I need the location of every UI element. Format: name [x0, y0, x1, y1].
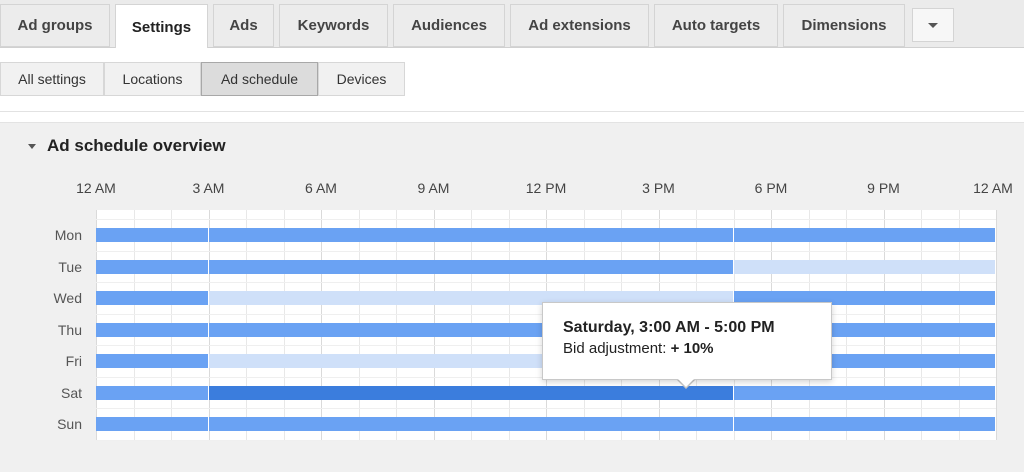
tab-dimensions[interactable]: Dimensions [783, 4, 905, 47]
hour-label: 3 PM [642, 180, 675, 196]
schedule-bar-normal[interactable] [96, 259, 209, 274]
schedule-bar-normal[interactable] [96, 354, 209, 368]
grid-hour-line [996, 210, 997, 440]
subtab-all-settings[interactable]: All settings [0, 62, 104, 96]
schedule-bar-normal[interactable] [96, 385, 209, 400]
tab-audiences[interactable]: Audiences [393, 4, 505, 47]
tooltip-bid-line: Bid adjustment: + 10% [563, 340, 831, 357]
schedule-bar-normal[interactable] [733, 228, 996, 242]
tooltip-bid-value: + 10% [670, 340, 714, 357]
campaign-tab-bar: Ad groups Settings Ads Keywords Audience… [0, 0, 1024, 49]
grid-row-line [96, 439, 996, 441]
subtab-locations[interactable]: Locations [104, 62, 201, 96]
schedule-bar-increased[interactable] [208, 385, 734, 400]
grid-row-line [96, 250, 996, 252]
collapse-triangle-icon [28, 143, 36, 149]
hour-label: 6 AM [305, 180, 337, 196]
tab-auto-targets[interactable]: Auto targets [654, 4, 778, 47]
grid-row-line [96, 282, 996, 284]
tooltip-pointer-fill [677, 378, 695, 387]
tab-settings[interactable]: Settings [115, 4, 208, 49]
hour-label: 9 PM [867, 180, 900, 196]
schedule-bar-normal[interactable] [96, 322, 209, 337]
settings-subtab-bar: All settings Locations Ad schedule Devic… [0, 48, 1024, 112]
tooltip-bid-label: Bid adjustment: [563, 340, 671, 357]
panel-divider [0, 112, 1024, 123]
hour-label: 3 AM [192, 180, 225, 196]
hour-label: 9 AM [417, 180, 450, 196]
tooltip-title: Saturday, 3:00 AM - 5:00 PM [563, 319, 775, 336]
grid-row-line [96, 219, 996, 221]
hour-label: 12 PM [525, 180, 567, 196]
tab-ad-groups[interactable]: Ad groups [0, 4, 110, 47]
day-label: Sat [60, 384, 82, 401]
schedule-grid [96, 210, 997, 441]
schedule-bar-normal[interactable] [208, 259, 734, 274]
schedule-bar-normal[interactable] [733, 291, 996, 305]
grid-row-line [96, 408, 996, 410]
hour-label: 12 AM [973, 180, 1013, 196]
schedule-bar-normal[interactable] [733, 417, 996, 431]
schedule-bar-reduced[interactable] [733, 259, 996, 274]
tab-keywords[interactable]: Keywords [279, 4, 388, 47]
subtab-ad-schedule[interactable]: Ad schedule [201, 62, 318, 96]
schedule-tooltip: Saturday, 3:00 AM - 5:00 PM Bid adjustme… [542, 302, 832, 380]
hour-label: 6 PM [754, 180, 788, 196]
schedule-bar-normal[interactable] [733, 385, 996, 400]
tab-ad-extensions[interactable]: Ad extensions [510, 4, 649, 47]
day-label: Tue [58, 258, 82, 275]
schedule-bar-reduced[interactable] [208, 291, 734, 305]
chevron-down-icon [928, 22, 938, 28]
more-tabs-button[interactable] [912, 8, 954, 42]
schedule-bar-normal[interactable] [208, 228, 734, 242]
schedule-bar-normal[interactable] [96, 228, 209, 242]
overview-toggle[interactable]: Ad schedule overview [28, 136, 226, 156]
overview-title: Ad schedule overview [47, 136, 226, 155]
day-label: Mon [54, 227, 82, 243]
tab-ads[interactable]: Ads [213, 4, 274, 47]
day-label: Thu [57, 321, 82, 338]
schedule-bar-normal[interactable] [96, 417, 209, 431]
subtab-devices[interactable]: Devices [318, 62, 405, 96]
day-label: Sun [57, 416, 82, 432]
hour-label: 12 AM [76, 180, 116, 196]
schedule-bar-normal[interactable] [208, 417, 734, 431]
schedule-bar-normal[interactable] [96, 291, 209, 305]
day-label: Wed [53, 290, 82, 306]
day-label: Fri [65, 353, 82, 369]
